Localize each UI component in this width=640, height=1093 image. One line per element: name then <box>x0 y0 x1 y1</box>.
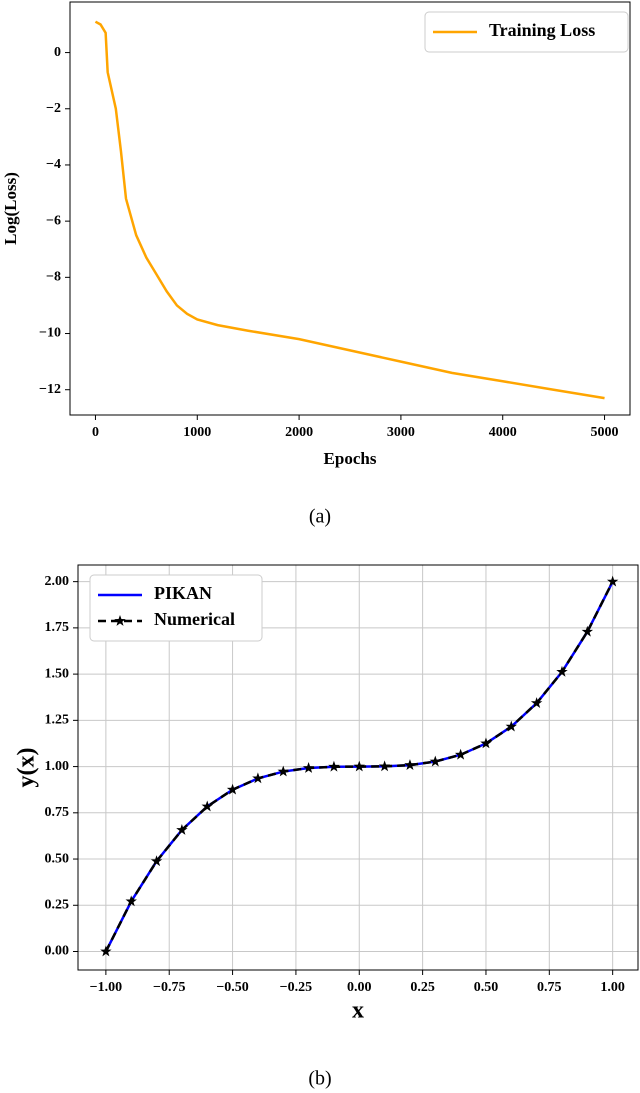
y-tick-label: 1.00 <box>45 759 70 774</box>
data-point <box>277 765 289 777</box>
legend-marker <box>114 615 126 626</box>
data-point <box>100 945 112 957</box>
y-tick-label: −4 <box>46 157 61 172</box>
x-axis-label: x <box>352 998 364 1024</box>
x-tick-label: 0 <box>92 425 99 440</box>
data-point <box>606 575 619 587</box>
data-point <box>454 748 467 760</box>
y-tick-label: 1.50 <box>45 666 70 681</box>
data-point <box>252 772 264 784</box>
data-point <box>556 665 568 677</box>
x-tick-label: 2000 <box>285 425 313 440</box>
y-axis-label: y(x) <box>14 748 40 788</box>
data-point <box>581 625 594 637</box>
data-point <box>226 783 239 795</box>
y-tick-label: −12 <box>39 382 61 397</box>
data-point <box>302 762 315 773</box>
plot-frame <box>69 1 631 416</box>
x-tick-label: −0.75 <box>153 980 185 995</box>
caption: (b) <box>308 1068 331 1090</box>
x-tick-label: 5000 <box>591 425 619 440</box>
data-point <box>150 855 163 867</box>
x-tick-label: 0.75 <box>537 980 562 995</box>
x-tick-label: 1000 <box>183 425 211 440</box>
y-tick-label: 0 <box>54 45 61 60</box>
data-point <box>201 800 213 812</box>
x-tick-label: 4000 <box>489 425 517 440</box>
x-tick-label: 3000 <box>387 425 415 440</box>
data-point <box>404 759 416 770</box>
y-tick-label: 1.75 <box>45 620 70 635</box>
data-point <box>353 760 365 772</box>
x-tick-label: 0.25 <box>410 980 435 995</box>
y-tick-label: −2 <box>46 101 61 116</box>
caption: (a) <box>309 506 331 528</box>
data-point <box>176 824 188 835</box>
chart-1: −1.00 −0.75 −0.50 −0.25 0.00 0.25 0.50 0.75 1.00… <box>14 564 639 1090</box>
x-tick-label: 1.00 <box>600 980 625 995</box>
data-point <box>125 895 137 907</box>
legend-label: Training Loss <box>489 20 595 40</box>
y-tick-label: 0.00 <box>45 944 70 959</box>
x-tick-label: 0.50 <box>474 980 499 995</box>
x-tick-label: −0.50 <box>216 980 248 995</box>
x-tick-label: −1.00 <box>90 980 122 995</box>
legend-label: PIKAN <box>154 583 212 603</box>
y-axis-label: Log(Loss) <box>1 172 20 245</box>
y-tick-label: 1.25 <box>45 713 70 728</box>
y-tick-label: 0.25 <box>45 897 70 912</box>
data-point <box>505 720 518 732</box>
y-tick-label: 2.00 <box>45 574 70 589</box>
x-tick-label: 0.00 <box>347 980 372 995</box>
x-axis-label: Epochs <box>324 449 377 468</box>
series-line <box>94 20 605 400</box>
legend-box <box>89 574 263 642</box>
x-tick-label: −0.25 <box>280 980 312 995</box>
data-point <box>328 760 340 772</box>
chart-0: 0 1000 2000 3000 4000 5000 0 −2 −4 −6 −8 −10 −12 Trai… <box>1 1 631 528</box>
legend-label: Numerical <box>154 609 235 629</box>
data-point <box>429 755 441 767</box>
y-tick-label: 0.50 <box>45 851 70 866</box>
y-tick-label: −8 <box>46 270 61 285</box>
y-tick-label: −6 <box>46 213 61 228</box>
data-point <box>480 737 492 749</box>
y-tick-label: 0.75 <box>45 805 70 820</box>
legend-box <box>424 11 629 53</box>
data-point <box>530 697 543 708</box>
plot-frame <box>77 564 639 971</box>
y-tick-label: −10 <box>39 326 61 341</box>
data-point <box>378 760 391 772</box>
